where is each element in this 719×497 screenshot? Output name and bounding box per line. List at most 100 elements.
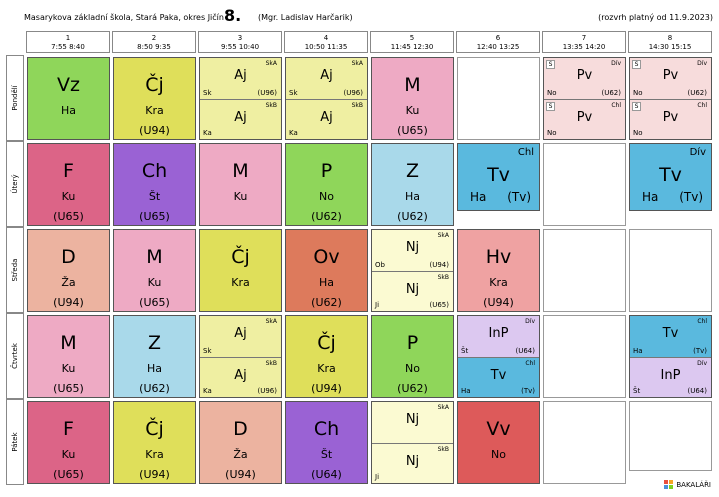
lesson-fri-4[interactable]: Ch Št (U64) [285, 401, 368, 484]
teacher: No [633, 129, 643, 137]
period-header: 7 13:35 14:20 [542, 31, 626, 53]
lesson-thu-5[interactable]: P No (U62) [371, 315, 454, 398]
lesson-tue-6[interactable]: Chl Tv Ha (Tv) [457, 143, 540, 211]
lesson-thu-6[interactable]: Dív InP Št (U64) Chl Tv Ha (Tv) [457, 315, 540, 398]
lesson-tue-5[interactable]: Z Ha (U62) [371, 143, 454, 226]
lesson-thu-3[interactable]: SkA Aj Sk SkB Aj Ka (U96) [199, 315, 282, 398]
teacher: Št [148, 190, 161, 203]
group-b[interactable]: Chl Tv Ha (Tv) [458, 356, 539, 397]
lesson-fri-2[interactable]: Čj Kra (U94) [113, 401, 196, 484]
period-number: 5 [409, 34, 415, 42]
room: (U94) [225, 468, 256, 481]
period-number: 1 [65, 34, 71, 42]
room: (U64) [311, 468, 342, 481]
lesson-mon-3[interactable]: SkA Aj Sk (U96) SkB Aj Ka [199, 57, 282, 140]
day-label-monday: Pondělí [6, 55, 24, 141]
teacher: Št [461, 346, 469, 355]
lesson-tue-3[interactable]: M Ku [199, 143, 282, 226]
period-number: 4 [323, 34, 329, 42]
subject: Pv [662, 68, 679, 83]
group-a[interactable]: Dív InP Št (U64) [458, 316, 539, 357]
subject: Aj [234, 326, 247, 341]
group: Dív [525, 318, 535, 325]
group: Chl [611, 101, 621, 109]
lesson-mon-8[interactable]: S Dív Pv No (U62) S Chl Pv No [629, 57, 712, 140]
lesson-wed-3[interactable]: Čj Kra [199, 229, 282, 312]
lesson-tue-2[interactable]: Ch Št (U65) [113, 143, 196, 226]
subject: Tv [490, 367, 507, 383]
lesson-wed-2[interactable]: M Ku (U65) [113, 229, 196, 312]
group: Chl [517, 147, 534, 158]
subject: Nj [405, 240, 420, 255]
subject: M [60, 332, 77, 354]
group-a[interactable]: SkA Nj Ob (U94) [372, 230, 453, 271]
group-a[interactable]: SkA Aj Sk [200, 316, 281, 357]
group-b[interactable]: SkB Aj Ka [286, 98, 367, 140]
group-b[interactable]: S Chl Pv No [544, 98, 625, 140]
subject: Pv [576, 109, 593, 125]
lesson-thu-4[interactable]: Čj Kra (U94) [285, 315, 368, 398]
group: Dív [689, 147, 706, 158]
room: (U65) [53, 468, 84, 481]
period-header: 2 8:50 9:35 [112, 31, 196, 53]
group-a[interactable]: SkA Aj Sk (U96) [200, 58, 281, 99]
subject: Aj [320, 109, 333, 125]
lesson-mon-2[interactable]: Čj Kra (U94) [113, 57, 196, 140]
lesson-mon-1[interactable]: Vz Ha [27, 57, 110, 140]
lesson-fri-1[interactable]: F Ku (U65) [27, 401, 110, 484]
lesson-thu-2[interactable]: Z Ha (U62) [113, 315, 196, 398]
teacher: Kra [145, 104, 164, 117]
group-b[interactable]: SkB Aj Ka (U96) [200, 356, 281, 398]
lesson-mon-5[interactable]: M Ku (U65) [371, 57, 454, 140]
room: (U62) [139, 382, 170, 395]
room: (U94) [311, 382, 342, 395]
group-b[interactable]: Dív InP Št (U64) [630, 356, 711, 397]
subject: Tv [487, 164, 510, 186]
lesson-wed-4[interactable]: Ov Ha (U62) [285, 229, 368, 312]
room: (U62) [311, 210, 342, 223]
teacher: Ku [405, 104, 420, 117]
period-time: 14:30 15:15 [648, 43, 692, 51]
period-time: 10:50 11:35 [304, 43, 348, 51]
day-label-friday: Pátek [6, 399, 24, 485]
lesson-thu-8[interactable]: Chl Tv Ha (Tv) Dív InP Št (U64) [629, 315, 712, 398]
teacher: Ku [147, 276, 162, 289]
group-b[interactable]: SkB Nj Ji [372, 442, 453, 484]
group: Chl [525, 359, 535, 367]
group-a[interactable]: Chl Tv Ha (Tv) [630, 316, 711, 357]
teacher: Ku [61, 190, 76, 203]
group-a[interactable]: SkA Nj [372, 402, 453, 443]
subject: Tv [659, 164, 682, 186]
group: Dív [611, 60, 621, 67]
lesson-wed-6[interactable]: Hv Kra (U94) [457, 229, 540, 312]
group: SkA [265, 318, 277, 325]
subject: F [63, 160, 74, 182]
lesson-tue-8[interactable]: Dív Tv Ha (Tv) [629, 143, 712, 211]
subject: P [320, 160, 333, 182]
lesson-fri-6[interactable]: Vv No [457, 401, 540, 484]
lesson-fri-5[interactable]: SkA Nj SkB Nj Ji [371, 401, 454, 484]
subject: Aj [320, 68, 333, 83]
teacher: No [405, 362, 420, 375]
lesson-wed-1[interactable]: D Ža (U94) [27, 229, 110, 312]
group-b[interactable]: S Chl Pv No [630, 98, 711, 140]
chip: S [632, 60, 641, 69]
lesson-tue-1[interactable]: F Ku (U65) [27, 143, 110, 226]
lesson-mon-4[interactable]: SkA Aj Sk (U96) SkB Aj Ka [285, 57, 368, 140]
group-a[interactable]: SkA Aj Sk (U96) [286, 58, 367, 99]
lesson-tue-4[interactable]: P No (U62) [285, 143, 368, 226]
room: (U94) [139, 124, 170, 137]
teacher: Ža [61, 276, 76, 289]
lesson-mon-7[interactable]: S Dív Pv No (U62) S Chl Pv No [543, 57, 626, 140]
lesson-thu-1[interactable]: M Ku (U65) [27, 315, 110, 398]
subject: M [146, 246, 163, 268]
group-a[interactable]: S Dív Pv No (U62) [630, 58, 711, 99]
group-a[interactable]: S Dív Pv No (U62) [544, 58, 625, 99]
footer: BAKALÁŘI [664, 480, 711, 489]
group-b[interactable]: SkB Nj Ji (U65) [372, 270, 453, 312]
group-b[interactable]: SkB Aj Ka [200, 98, 281, 140]
lesson-wed-5[interactable]: SkA Nj Ob (U94) SkB Nj Ji (U65) [371, 229, 454, 312]
teacher: Kra [489, 276, 508, 289]
room: (U65) [53, 382, 84, 395]
lesson-fri-3[interactable]: D Ža (U94) [199, 401, 282, 484]
